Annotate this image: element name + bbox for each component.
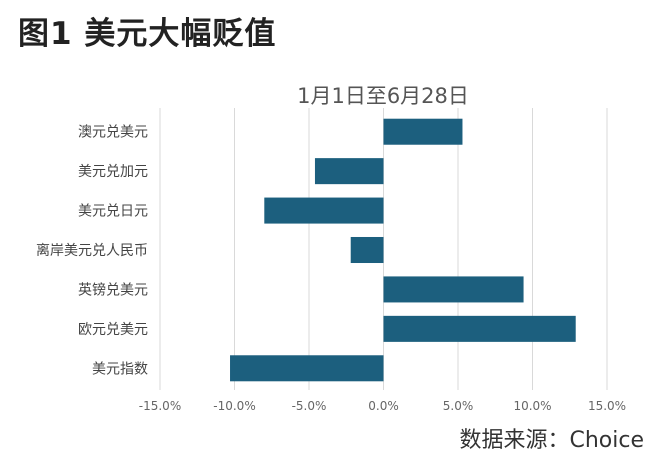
x-tick-label-2: -5.0% <box>292 399 327 413</box>
x-tick-label-4: 5.0% <box>443 399 474 413</box>
bars <box>230 118 576 382</box>
bar-2 <box>264 197 384 224</box>
y-tick-label-6: 美元指数 <box>92 361 148 377</box>
bar-4 <box>383 276 524 303</box>
x-tick-label-0: -15.0% <box>139 399 181 413</box>
y-tick-label-5: 欧元兑美元 <box>78 322 148 338</box>
y-tick-label-3: 离岸美元兑人民币 <box>36 242 148 259</box>
grid-lines <box>159 108 608 390</box>
y-tick-label-0: 澳元兑美元 <box>78 125 148 141</box>
figure-title: 图1 美元大幅贬值 <box>18 16 277 52</box>
bar-1 <box>314 158 384 185</box>
bar-0 <box>383 118 463 145</box>
y-tick-label-4: 英镑兑美元 <box>78 281 148 298</box>
y-tick-label-1: 美元兑加元 <box>78 164 148 180</box>
x-tick-label-6: 15.0% <box>588 399 626 413</box>
x-tick-label-5: 10.0% <box>513 399 551 413</box>
x-axis-labels: -15.0% -10.0% -5.0% 0.0% 5.0% 10.0% 15.0% <box>139 399 626 413</box>
bar-6 <box>230 355 384 382</box>
data-source: 数据来源：Choice <box>459 428 644 453</box>
bar-3 <box>350 236 384 264</box>
y-tick-label-2: 美元兑日元 <box>78 204 148 220</box>
bar-5 <box>383 315 576 342</box>
x-tick-label-3: 0.0% <box>368 399 399 413</box>
chart-title: 1月1日至6月28日 <box>297 84 469 108</box>
x-tick-label-1: -10.0% <box>213 399 255 413</box>
